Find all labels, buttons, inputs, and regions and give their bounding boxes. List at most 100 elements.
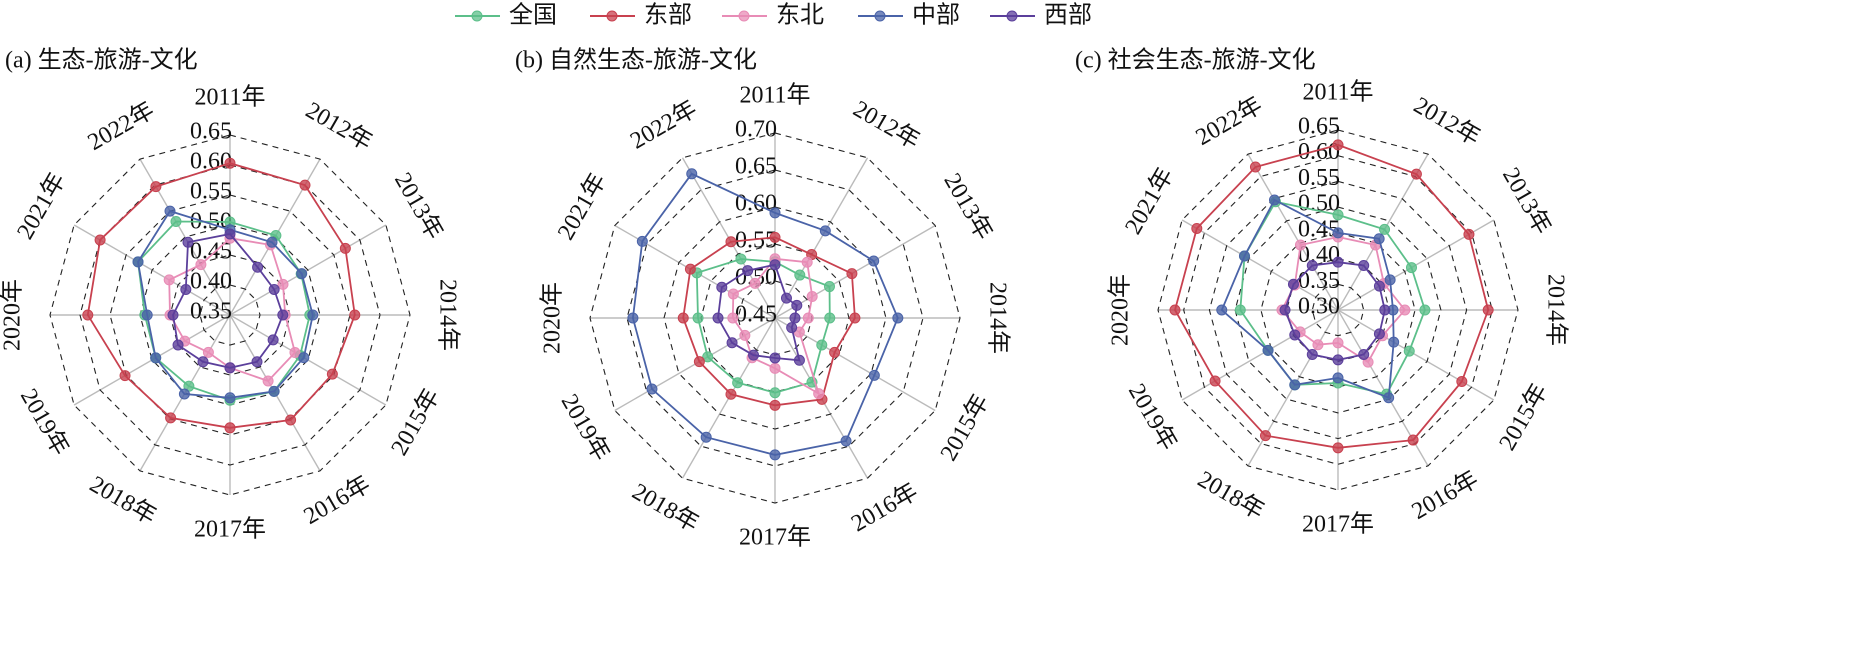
data-point — [786, 322, 798, 334]
r-tick-label: 0.65 — [190, 119, 232, 145]
data-point — [1379, 304, 1391, 316]
data-point — [769, 362, 781, 374]
data-point — [172, 339, 184, 351]
data-point — [349, 309, 361, 321]
data-point — [1312, 339, 1324, 351]
data-point — [1289, 379, 1301, 391]
spoke — [1247, 153, 1339, 311]
data-point — [1383, 392, 1395, 404]
data-point — [1216, 304, 1228, 316]
category-label: 2021年 — [1120, 163, 1179, 239]
data-point — [806, 291, 818, 303]
data-point — [170, 215, 182, 227]
data-point — [141, 309, 153, 321]
category-label: 2022年 — [83, 97, 159, 156]
category-label: 2020年 — [0, 279, 26, 351]
data-point — [791, 299, 803, 311]
data-point — [1259, 430, 1271, 442]
legend-marker — [738, 10, 750, 22]
grid-ring — [109, 194, 351, 436]
data-point — [1249, 161, 1261, 173]
data-point — [180, 284, 192, 295]
data-point — [686, 168, 698, 180]
data-point — [727, 288, 739, 300]
data-point — [167, 309, 179, 321]
data-point — [868, 369, 880, 381]
category-label: 2014年 — [434, 279, 461, 351]
data-point — [732, 377, 744, 389]
data-point — [326, 368, 338, 380]
data-point — [163, 274, 175, 286]
data-point — [150, 352, 162, 364]
data-point — [1332, 372, 1344, 384]
data-point — [1419, 304, 1431, 316]
category-label: 2015年 — [935, 390, 994, 466]
data-point — [692, 312, 704, 324]
data-point — [823, 281, 835, 293]
legend-marker — [1006, 10, 1018, 22]
data-point — [684, 263, 696, 275]
data-point — [1279, 304, 1291, 316]
data-point — [677, 312, 689, 324]
category-label: 2016年 — [299, 471, 375, 530]
data-point — [1234, 304, 1246, 316]
data-point — [819, 225, 831, 237]
data-point — [1373, 328, 1385, 340]
data-point — [1482, 304, 1494, 316]
data-point — [849, 312, 861, 324]
data-point — [636, 235, 648, 247]
data-point — [224, 362, 236, 374]
category-label: 2016年 — [847, 478, 923, 537]
grid-ring — [79, 164, 381, 466]
data-point — [224, 157, 236, 169]
grid-ring — [1311, 283, 1365, 337]
data-point — [1384, 274, 1396, 286]
data-point — [94, 234, 106, 246]
data-point — [1169, 304, 1181, 316]
data-point — [164, 205, 176, 217]
chart-title: (c) 社会生态-旅游-文化 — [1075, 47, 1316, 74]
data-point — [802, 312, 814, 324]
r-tick-label: 0.70 — [735, 117, 777, 143]
data-point — [868, 255, 880, 267]
category-label: 2011年 — [1302, 79, 1373, 106]
data-point — [793, 354, 805, 366]
data-point — [627, 312, 639, 324]
data-point — [1358, 349, 1370, 361]
data-point — [813, 388, 825, 400]
data-point — [224, 422, 236, 434]
data-point — [824, 312, 836, 324]
category-label: 2012年 — [1409, 92, 1485, 151]
data-point — [1294, 239, 1306, 251]
data-point — [739, 329, 751, 341]
data-point — [178, 388, 190, 400]
data-point — [829, 346, 841, 358]
category-label: 2018年 — [628, 478, 704, 537]
spoke — [1181, 219, 1339, 311]
data-point — [769, 207, 781, 219]
data-point — [1388, 336, 1400, 348]
data-point — [1358, 259, 1370, 271]
data-point — [1191, 222, 1203, 234]
data-point — [1238, 250, 1250, 262]
category-label: 2018年 — [1193, 466, 1269, 525]
legend-label: 中部 — [912, 2, 960, 29]
r-tick-label: 0.50 — [1298, 191, 1340, 217]
data-point — [1332, 337, 1344, 349]
data-point — [725, 388, 737, 400]
data-point — [197, 356, 209, 368]
data-point — [262, 375, 274, 387]
data-point — [202, 346, 214, 358]
category-label: 2017年 — [194, 516, 266, 543]
data-point — [769, 449, 781, 461]
data-point — [224, 228, 236, 240]
data-point — [267, 334, 279, 346]
data-point — [716, 281, 728, 293]
legend-label: 东北 — [776, 2, 824, 29]
data-point — [1306, 259, 1318, 271]
chart-title: (a) 生态-旅游-文化 — [5, 47, 198, 74]
category-label: 2021年 — [12, 168, 71, 244]
data-point — [1332, 139, 1344, 151]
data-point — [277, 309, 289, 321]
legend-marker — [606, 10, 618, 22]
